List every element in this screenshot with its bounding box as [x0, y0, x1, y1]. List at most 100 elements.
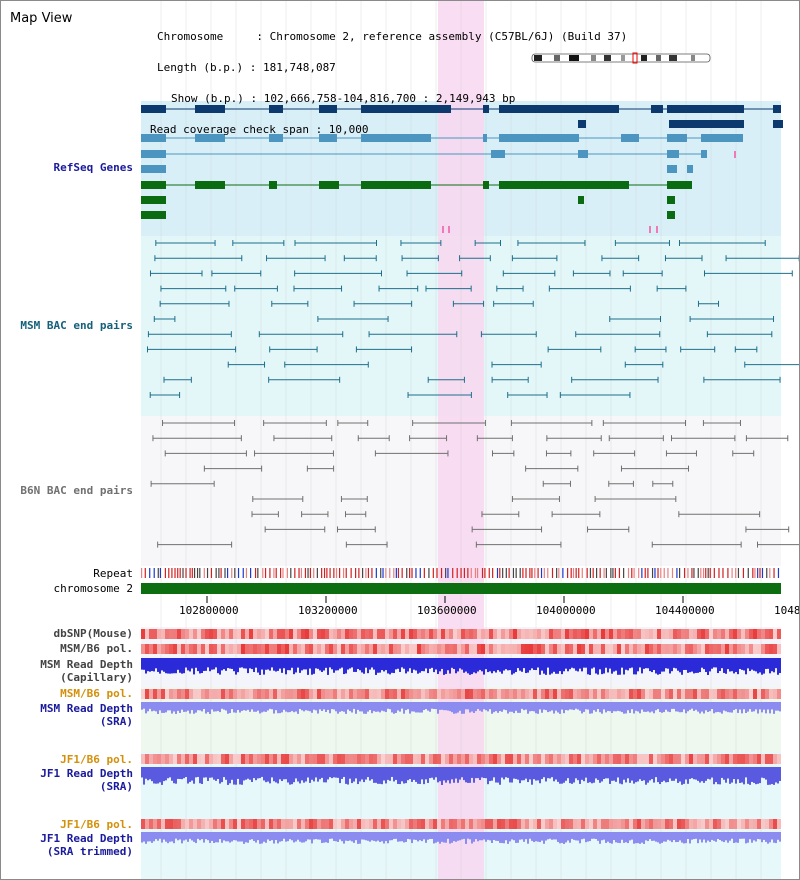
jf1-trimmed-depth: [335, 832, 337, 842]
jf1-pol-strip: [745, 754, 749, 764]
repeat-mark: [395, 568, 397, 578]
dbsnp-strip: [725, 629, 729, 639]
jf1-pol-strip-2: [285, 819, 289, 829]
dbsnp-strip: [741, 629, 745, 639]
msm-sra-depth: [659, 702, 661, 712]
jf1-trimmed-depth: [443, 832, 445, 843]
jf1-trimmed-depth: [453, 832, 455, 842]
msm-capillary-depth: [603, 658, 605, 674]
repeat-mark: [273, 568, 275, 578]
jf1-sra-depth: [417, 767, 419, 784]
jf1-trimmed-depth: [695, 832, 697, 839]
jf1-sra-depth: [195, 767, 197, 778]
msm-sra-depth: [479, 702, 481, 711]
jf1-pol-strip: [169, 754, 173, 764]
jf1-trimmed-depth: [581, 832, 583, 840]
jf1-pol-strip: [441, 754, 445, 764]
dbsnp-strip: [609, 629, 613, 639]
jf1-sra-depth: [567, 767, 569, 779]
msm-capillary-depth: [643, 658, 645, 669]
msm-capillary-depth: [141, 658, 143, 670]
jf1-pol-strip-2: [449, 819, 453, 829]
dbsnp-strip: [345, 629, 349, 639]
msm-capillary-depth: [687, 658, 689, 673]
jf1-sra-depth: [607, 767, 609, 779]
jf1-trimmed-depth: [267, 832, 269, 840]
jf1-trimmed-depth: [291, 832, 293, 841]
msm-capillary-depth: [369, 658, 371, 670]
msm-pol-strip-2: [249, 689, 253, 699]
msm-pol-strip: [393, 644, 397, 654]
msm-pol-strip: [341, 644, 345, 654]
repeat-mark: [215, 568, 217, 578]
jf1-trimmed-depth: [743, 832, 745, 839]
msm-sra-depth: [381, 702, 383, 711]
jf1-sra-depth: [175, 767, 177, 784]
jf1-trimmed-depth: [459, 832, 461, 841]
msm-sra-depth: [171, 702, 173, 714]
msm-pol-strip-2: [317, 689, 321, 699]
msm-sra-depth: [225, 702, 227, 711]
msm-sra-depth: [387, 702, 389, 709]
msm-sra-depth: [543, 702, 545, 710]
msm-capillary-depth: [727, 658, 729, 670]
msm-capillary-depth: [761, 658, 763, 675]
jf1-trimmed-depth: [379, 832, 381, 843]
msm-pol-strip-2: [745, 689, 749, 699]
jf1-pol-strip: [453, 754, 457, 764]
msm-pol-strip-2: [229, 689, 233, 699]
msm-sra-depth: [753, 702, 755, 712]
msm-sra-depth: [385, 702, 387, 713]
jf1-pol-strip-2: [337, 819, 341, 829]
chromosome-info: Chromosome : Chromosome 2, reference ass…: [157, 30, 628, 43]
msm-pol-strip: [245, 644, 249, 654]
jf1-trimmed-depth: [295, 832, 297, 842]
msm-sra-depth: [695, 702, 697, 710]
msm-sra-depth: [229, 702, 231, 714]
msm-sra-depth: [477, 702, 479, 709]
msm-pol-strip-2: [465, 689, 469, 699]
jf1-sra-depth: [469, 767, 471, 783]
repeat-mark: [709, 568, 711, 578]
jf1-sra-depth: [655, 767, 657, 778]
jf1-sra-depth: [477, 767, 479, 779]
jf1-pol-strip-2: [157, 819, 161, 829]
jf1-trimmed-depth: [405, 832, 407, 843]
msm-pol-strip-2: [349, 689, 353, 699]
jf1-trimmed-depth: [717, 832, 719, 839]
jf1-pol-strip-2: [253, 819, 257, 829]
repeat-mark: [667, 568, 669, 578]
msm-pol-strip-2: [325, 689, 329, 699]
msm-capillary-depth: [241, 658, 243, 668]
msm-sra-depth: [631, 702, 633, 710]
msm-capillary-depth: [699, 658, 701, 673]
msm-capillary-depth: [261, 658, 263, 670]
jf1-trimmed-depth: [169, 832, 171, 842]
jf1-sra-depth: [409, 767, 411, 780]
msm-capillary-depth: [755, 658, 757, 672]
jf1-trimmed-depth: [521, 832, 523, 840]
msm-pol-strip: [169, 644, 173, 654]
msm-sra-depth: [653, 702, 655, 714]
msm-pol-strip: [417, 644, 421, 654]
jf1-sra-depth: [401, 767, 403, 782]
dbsnp-strip: [673, 629, 677, 639]
msm-sra-depth: [639, 702, 641, 714]
msm-capillary-depth: [265, 658, 267, 670]
msm-pol-strip: [241, 644, 245, 654]
msm-sra-depth: [251, 702, 253, 710]
jf1-sra-depth: [225, 767, 227, 780]
jf1-sra-depth: [661, 767, 663, 782]
dbsnp-strip: [685, 629, 689, 639]
jf1-pol-strip: [513, 754, 517, 764]
msm-sra-depth: [513, 702, 515, 714]
repeat-mark: [365, 568, 367, 578]
jf1-sra-depth: [169, 767, 171, 778]
msm-sra-depth: [761, 702, 763, 713]
msm-sra-depth: [239, 702, 241, 713]
msm-capillary-depth: [639, 658, 641, 668]
repeat-mark: [171, 568, 173, 578]
msm-sra-depth: [757, 702, 759, 714]
msm-pol-strip: [709, 644, 713, 654]
